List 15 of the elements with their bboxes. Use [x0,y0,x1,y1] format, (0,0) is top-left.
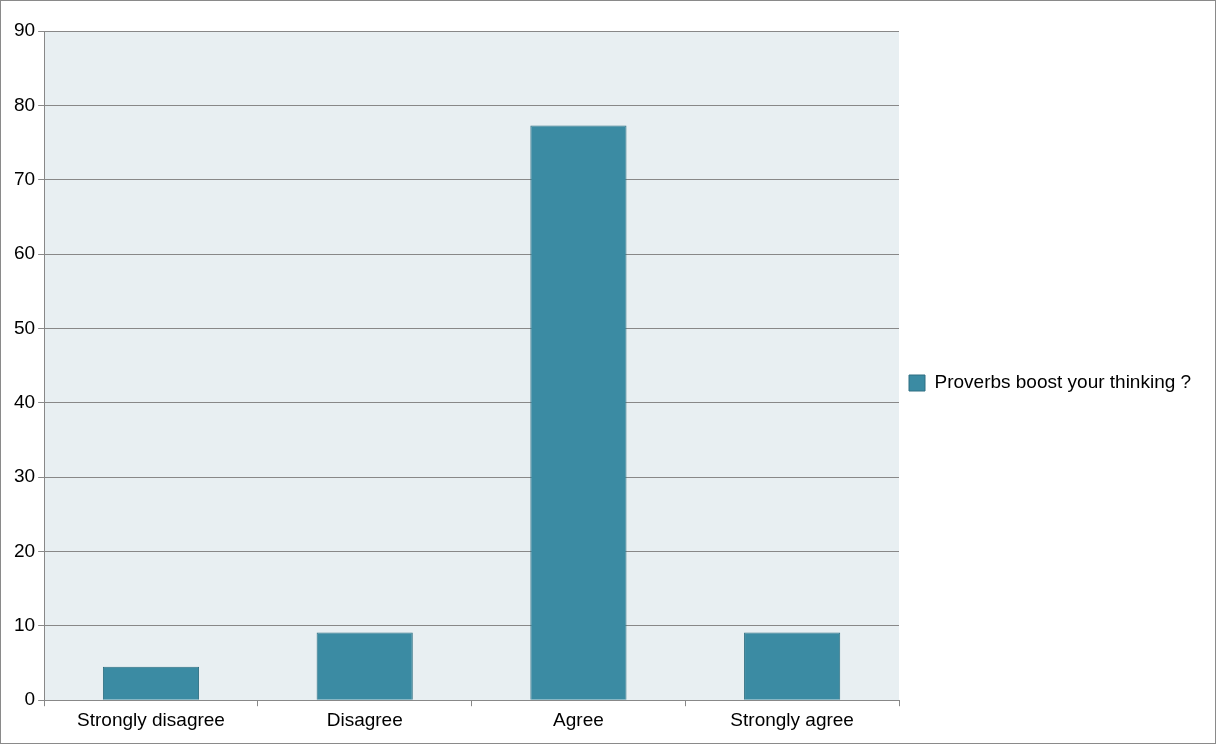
x-tick-label: Agree [553,708,604,730]
y-tick-label: 0 [24,688,36,710]
y-tick-label: 70 [13,167,36,189]
y-tick-label: 30 [13,465,36,487]
x-tick-label: Disagree [326,708,403,730]
y-tick-label: 10 [13,614,36,636]
y-tick-label: 20 [13,539,36,561]
y-tick-label: 40 [13,391,36,413]
y-tick-label: 90 [13,19,36,41]
y-tick-label: 50 [13,316,36,338]
x-tick-label: Strongly disagree [77,708,225,730]
x-tick-label: Strongly agree [730,708,854,730]
y-tick-label: 80 [13,93,36,115]
y-tick-label: 60 [13,242,36,264]
legend-label: Proverbs boost your thinking ? [934,371,1192,393]
